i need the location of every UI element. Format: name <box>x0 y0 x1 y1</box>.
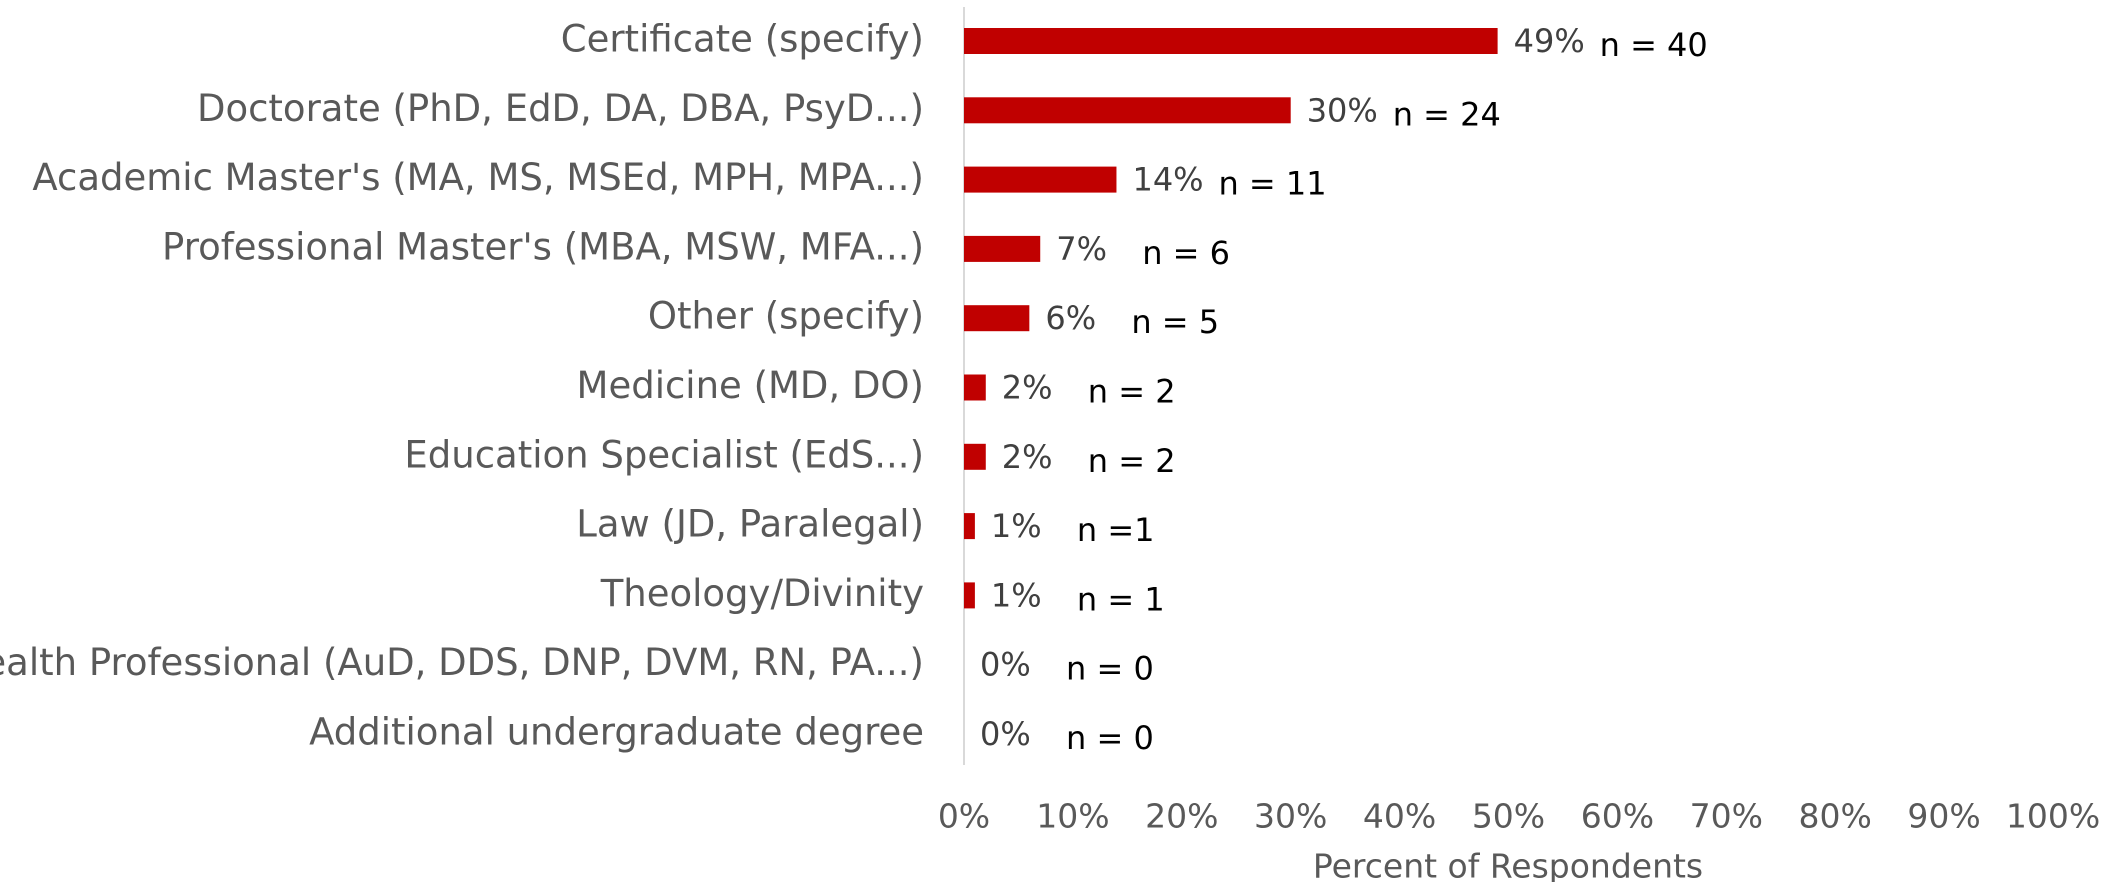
bar <box>964 305 1030 332</box>
value-label: 0% <box>980 646 1031 684</box>
x-tick-label: 10% <box>1036 797 1109 836</box>
n-label: n = 2 <box>1088 373 1176 411</box>
x-axis-title: Percent of Respondents <box>1313 847 1703 882</box>
category-label: Certificate (specify) <box>561 18 924 61</box>
bar <box>964 443 986 470</box>
x-tick-label: 80% <box>1799 797 1872 836</box>
n-label: n = 6 <box>1142 234 1230 272</box>
category-label: Medicine (MD, DO) <box>577 364 924 407</box>
x-tick-label: 100% <box>2006 797 2100 836</box>
category-label: Additional undergraduate degree <box>309 711 924 754</box>
bar <box>964 374 986 401</box>
value-label: 6% <box>1045 299 1096 337</box>
value-label: 2% <box>1002 438 1053 476</box>
n-label: n = 24 <box>1393 95 1501 133</box>
bar <box>964 582 975 609</box>
n-label: n = 11 <box>1218 165 1326 203</box>
category-label: Other (specify) <box>648 295 924 338</box>
bar <box>964 97 1291 124</box>
x-tick-label: 50% <box>1472 797 1545 836</box>
category-label: Law (JD, Paralegal) <box>576 503 924 546</box>
category-label: Academic Master's (MA, MS, MSEd, MPH, MP… <box>32 156 924 199</box>
x-tick-label: 70% <box>1690 797 1763 836</box>
value-label: 2% <box>1002 369 1053 407</box>
x-tick-label: 30% <box>1254 797 1327 836</box>
x-tick-label: 40% <box>1363 797 1436 836</box>
n-label: n = 5 <box>1131 303 1219 341</box>
x-tick-label: 20% <box>1145 797 1218 836</box>
category-label: Theology/Divinity <box>600 572 924 615</box>
bar <box>964 28 1498 54</box>
n-label: n = 1 <box>1077 580 1165 618</box>
value-label: 0% <box>980 715 1031 753</box>
n-label: n = 40 <box>1600 26 1708 64</box>
n-label: n =1 <box>1077 511 1155 549</box>
value-label: 30% <box>1307 91 1378 129</box>
x-tick-label: 0% <box>938 797 990 836</box>
category-label: Health Professional (AuD, DDS, DNP, DVM,… <box>0 641 924 684</box>
n-label: n = 0 <box>1066 719 1154 757</box>
category-label: Doctorate (PhD, EdD, DA, DBA, PsyD...) <box>197 87 924 130</box>
value-label: 1% <box>991 576 1042 614</box>
x-tick-label: 60% <box>1581 797 1654 836</box>
n-label: n = 2 <box>1088 442 1176 480</box>
value-label: 49% <box>1514 22 1585 60</box>
n-label: n = 0 <box>1066 650 1154 688</box>
bar <box>964 513 975 540</box>
bar <box>964 166 1117 193</box>
value-label: 1% <box>991 507 1042 545</box>
category-label: Professional Master's (MBA, MSW, MFA...) <box>162 225 924 268</box>
bar <box>964 235 1041 262</box>
category-label: Education Specialist (EdS...) <box>404 433 924 476</box>
value-label: 7% <box>1056 230 1107 268</box>
value-label: 14% <box>1132 161 1203 199</box>
x-tick-label: 90% <box>1907 797 1980 836</box>
